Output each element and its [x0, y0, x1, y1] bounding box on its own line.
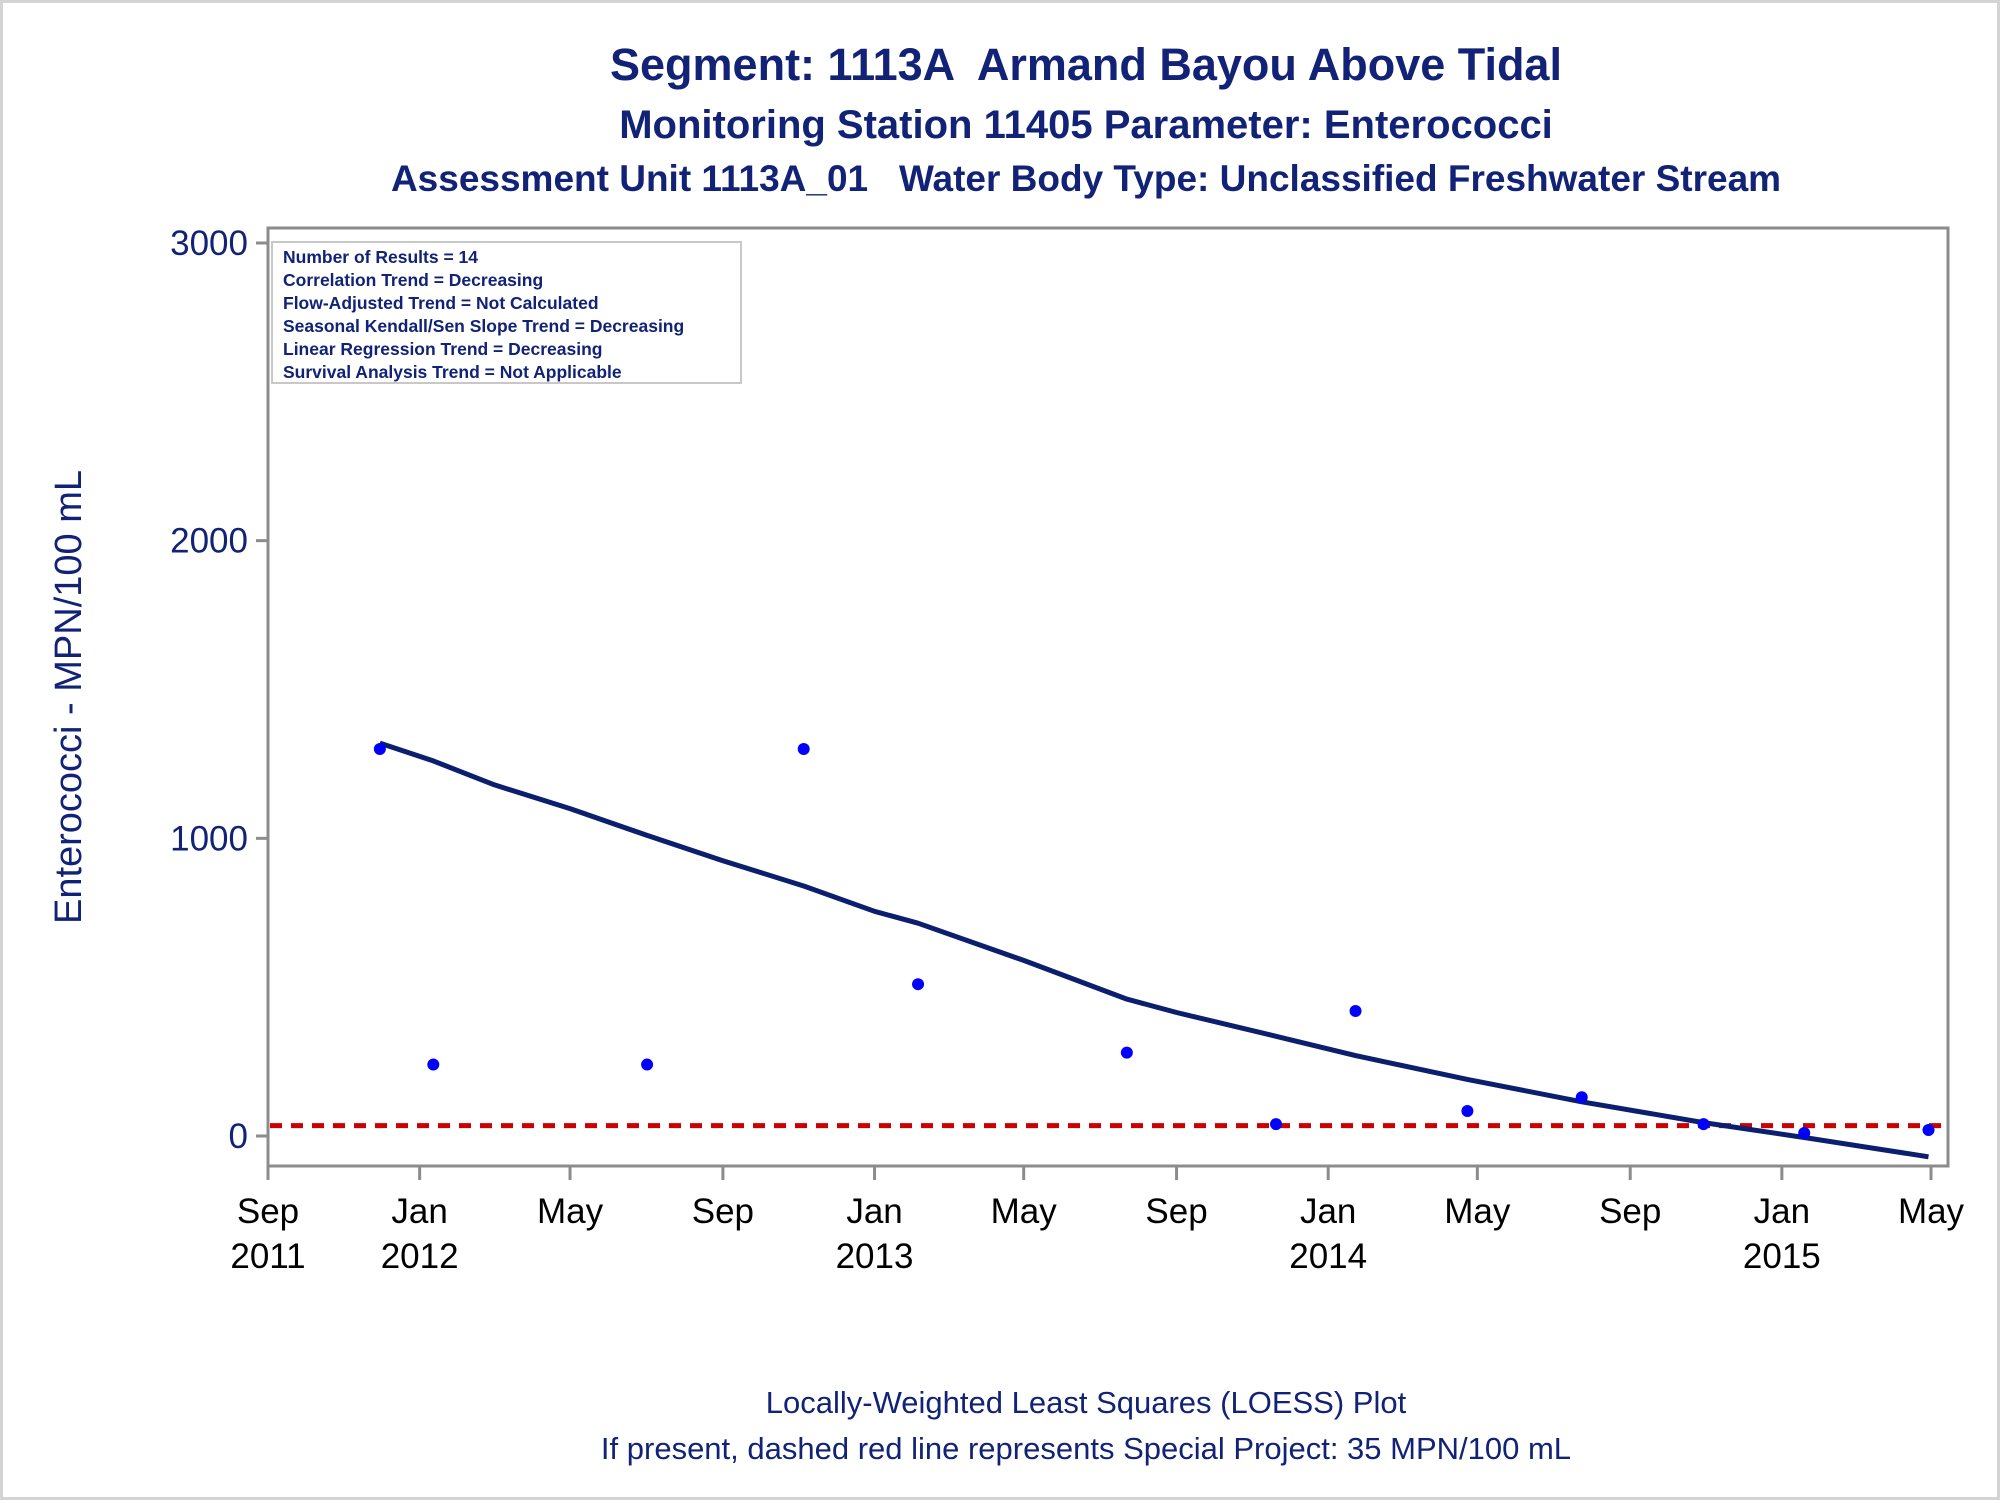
info-line-flow-adjusted: Flow-Adjusted Trend = Not Calculated — [283, 293, 599, 313]
data-point — [1697, 1118, 1710, 1131]
data-point — [1798, 1127, 1811, 1140]
data-point — [797, 743, 810, 756]
y-tick-label: 2000 — [170, 522, 248, 561]
chart-svg: 0 1000 2000 3000 Sep 2011 Jan 2012 May Sep Jan 201… — [48, 224, 1965, 1276]
chart-subtitle-station: Monitoring Station 11405 Parameter: Ente… — [619, 103, 1553, 147]
y-tick-label: 1000 — [170, 819, 248, 858]
loess-line — [379, 740, 1929, 1160]
x-tick-label-month: Jan — [1754, 1192, 1810, 1231]
x-tick-label-month: Jan — [391, 1192, 447, 1231]
y-tick-label: 0 — [229, 1117, 248, 1156]
x-tick-label-month: May — [1898, 1192, 1965, 1231]
x-tick-label-month: Sep — [692, 1192, 754, 1231]
data-point — [1461, 1104, 1474, 1117]
data-point — [373, 743, 386, 756]
y-axis-label: Enterococci - MPN/100 mL — [48, 470, 90, 924]
info-line-correlation: Correlation Trend = Decreasing — [283, 270, 543, 290]
x-tick-label-month: May — [991, 1192, 1058, 1231]
x-tick-label-month: Jan — [1300, 1192, 1356, 1231]
plot-area — [266, 226, 1950, 1168]
data-point — [1120, 1046, 1133, 1059]
x-tick-label-month: May — [537, 1192, 604, 1231]
x-tick-label-year: 2014 — [1289, 1237, 1367, 1276]
data-point — [1269, 1118, 1282, 1131]
chart-subtitle-assessment: Assessment Unit 1113A_01 Water Body Type… — [390, 158, 1782, 199]
y-tick-label: 3000 — [170, 224, 248, 263]
info-line-linear-regression: Linear Regression Trend = Decreasing — [283, 339, 603, 359]
info-box: Number of Results = 14 Correlation Trend… — [271, 241, 742, 384]
data-point — [641, 1058, 654, 1071]
x-tick-label-month: Sep — [1599, 1192, 1661, 1231]
x-axis: Sep 2011 Jan 2012 May Sep Jan 2013 May Sep Jan 2014… — [230, 1166, 1965, 1276]
info-line-results: Number of Results = 14 — [283, 247, 478, 267]
x-tick-label-year: 2013 — [836, 1237, 914, 1276]
loess-line-group — [379, 740, 1929, 1160]
data-point — [427, 1058, 440, 1071]
x-tick-label-month: Jan — [846, 1192, 902, 1231]
x-tick-label-year: 2015 — [1743, 1237, 1821, 1276]
data-point — [1922, 1124, 1935, 1137]
data-point — [912, 978, 925, 991]
x-tick-label-month: Sep — [237, 1192, 299, 1231]
scatter-points — [373, 743, 1935, 1140]
x-tick-label-year: 2012 — [381, 1237, 459, 1276]
x-tick-label-month: May — [1444, 1192, 1511, 1231]
info-line-survival: Survival Analysis Trend = Not Applicable — [283, 362, 622, 382]
x-tick-label-month: Sep — [1145, 1192, 1207, 1231]
data-point — [1575, 1091, 1588, 1104]
y-axis: 0 1000 2000 3000 — [170, 224, 268, 1156]
x-tick-label-year: 2011 — [230, 1237, 305, 1276]
info-line-seasonal-kendall: Seasonal Kendall/Sen Slope Trend = Decre… — [283, 316, 684, 336]
chart-title: Segment: 1113A Armand Bayou Above Tidal — [610, 39, 1562, 90]
footer-reference-note: If present, dashed red line represents S… — [600, 1431, 1572, 1466]
data-point — [1349, 1004, 1362, 1017]
footer-loess-note: Locally-Weighted Least Squares (LOESS) P… — [765, 1385, 1407, 1420]
info-box-border — [271, 241, 742, 384]
